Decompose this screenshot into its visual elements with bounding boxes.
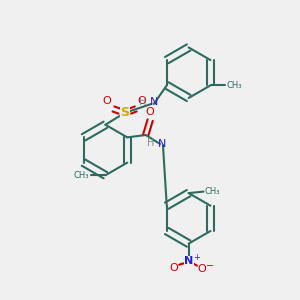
Text: H: H <box>139 98 146 107</box>
Text: N: N <box>150 98 159 107</box>
Text: CH₃: CH₃ <box>226 81 242 90</box>
Text: S: S <box>120 106 129 119</box>
Text: O: O <box>102 96 111 106</box>
Text: H: H <box>147 138 154 148</box>
Text: CH₃: CH₃ <box>74 171 89 180</box>
Text: N: N <box>184 256 193 266</box>
Text: O: O <box>169 263 178 273</box>
Text: O: O <box>197 264 206 274</box>
Text: +: + <box>194 254 200 262</box>
Text: N: N <box>158 139 166 149</box>
Text: O: O <box>146 106 154 117</box>
Text: CH₃: CH₃ <box>205 187 220 196</box>
Text: −: − <box>206 261 214 271</box>
Text: O: O <box>138 96 146 106</box>
